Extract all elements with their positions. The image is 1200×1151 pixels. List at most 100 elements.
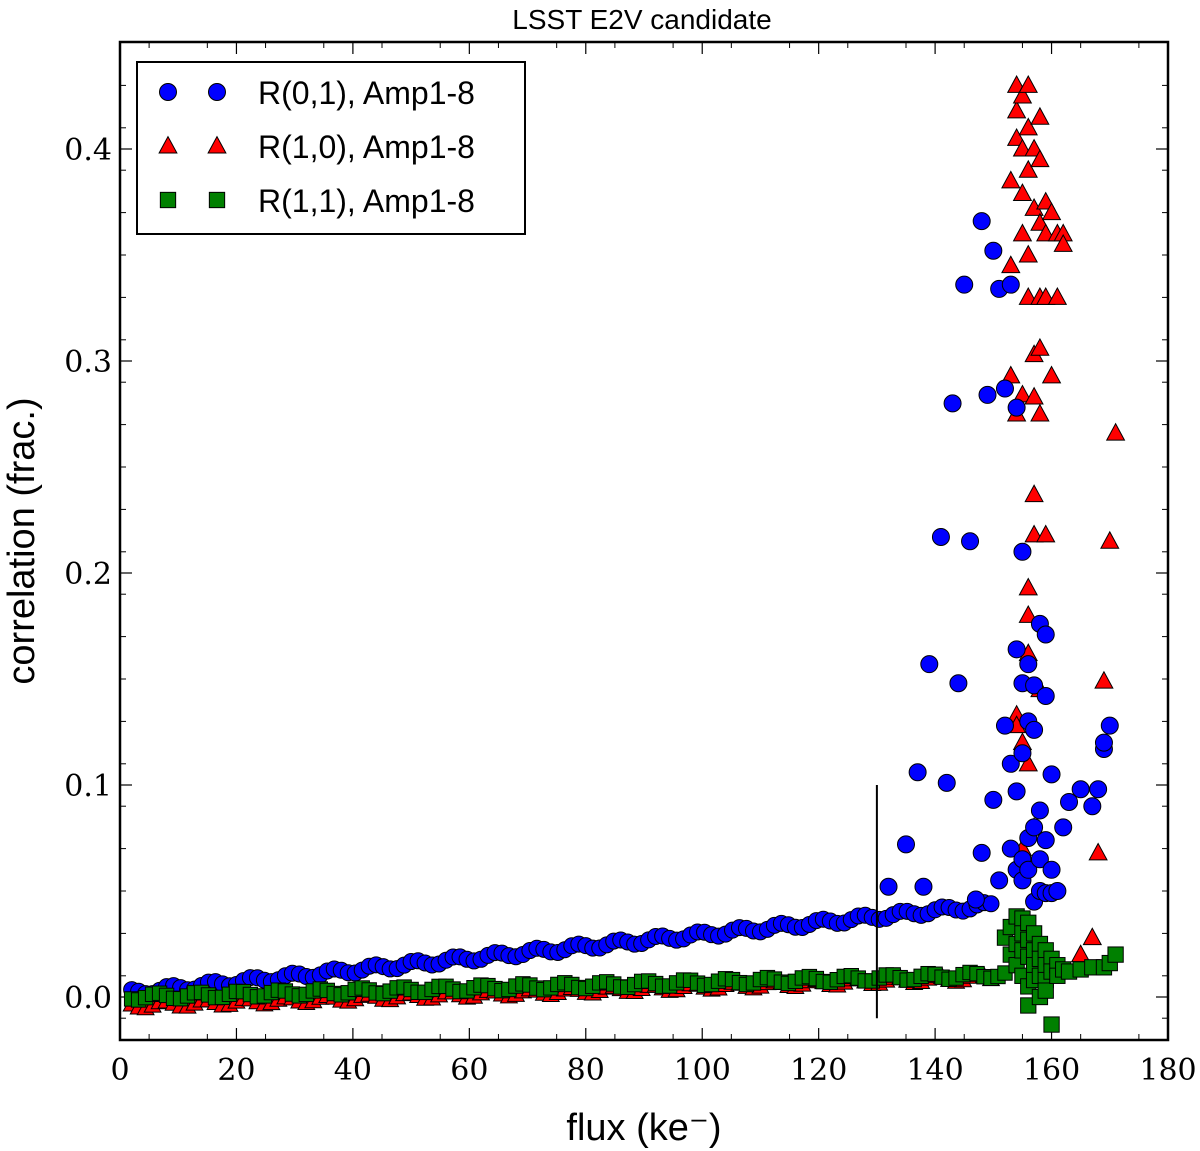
plot-area-frame — [118, 40, 1170, 1042]
y-tick-label: 0.2 — [64, 557, 112, 592]
data-point-circle — [943, 394, 962, 413]
legend-marker-triangle — [158, 135, 178, 154]
data-point-square — [1043, 1016, 1060, 1033]
data-point-circle — [978, 385, 997, 404]
data-point-triangle — [1024, 386, 1044, 405]
data-point-circle — [961, 532, 980, 551]
data-point-triangle — [1070, 944, 1091, 963]
legend-marker-triangle — [207, 135, 227, 154]
data-point-circle — [1054, 818, 1073, 837]
x-tick-label: 60 — [450, 1053, 488, 1088]
data-point-circle — [1001, 839, 1020, 858]
data-point-circle — [937, 773, 956, 792]
data-point-triangle — [1012, 223, 1033, 242]
data-point-triangle — [1082, 927, 1103, 946]
data-point-circle — [984, 790, 1003, 809]
data-point-triangle — [1012, 183, 1033, 202]
data-point-circle — [990, 871, 1009, 890]
legend-marker-square — [159, 191, 177, 209]
legend-label: R(1,1), Amp1-8 — [258, 183, 475, 219]
data-point-circle — [1036, 625, 1055, 644]
data-point-triangle — [1030, 106, 1050, 125]
data-point-circle — [1100, 716, 1119, 735]
data-point-circle — [1025, 818, 1044, 837]
data-point-circle — [1007, 782, 1026, 801]
x-tick-label: 120 — [790, 1053, 847, 1088]
x-tick-label: 180 — [1139, 1053, 1196, 1088]
data-point-triangle — [1100, 530, 1120, 549]
data-point-circle — [966, 890, 985, 909]
y-tick-label: 0.3 — [64, 345, 112, 380]
data-point-triangle — [1041, 365, 1062, 384]
data-point-triangle — [1094, 670, 1114, 689]
legend-label: R(0,1), Amp1-8 — [258, 75, 475, 111]
data-point-circle — [1083, 797, 1102, 816]
data-point-triangle — [1030, 337, 1050, 356]
data-point-triangle — [1018, 605, 1038, 623]
data-point-triangle — [1030, 149, 1050, 168]
data-point-square — [1037, 982, 1054, 999]
data-point-circle — [920, 655, 939, 674]
data-point-triangle — [1053, 234, 1073, 252]
x-tick-label: 140 — [906, 1053, 963, 1088]
data-point-circle — [1048, 882, 1067, 900]
data-point-triangle — [1105, 422, 1126, 441]
data-point-circle — [1030, 850, 1049, 869]
data-point-triangle — [1030, 403, 1050, 422]
data-point-circle — [1013, 542, 1032, 561]
data-point-circle — [879, 877, 898, 896]
data-point-circle — [949, 674, 968, 693]
data-point-triangle — [1047, 287, 1068, 305]
data-point-triangle — [1001, 170, 1021, 189]
data-point-circle — [1060, 792, 1079, 811]
legend-box — [136, 61, 526, 235]
y-tick-label: 0.1 — [64, 769, 112, 804]
data-point-circle — [1071, 780, 1090, 799]
data-point-circle — [1025, 720, 1044, 739]
data-point-circle — [1001, 275, 1020, 294]
x-tick-label: 160 — [1023, 1053, 1080, 1088]
chart-title: LSST E2V candidate — [512, 4, 771, 35]
data-point-circle — [1030, 801, 1049, 820]
trend-point-circle — [982, 895, 1000, 913]
data-point-circle — [1007, 640, 1026, 659]
x-axis-label: flux (ke⁻) — [566, 1107, 721, 1149]
x-tick-label: 80 — [567, 1053, 605, 1088]
data-point-circle — [908, 763, 927, 782]
data-point-circle — [914, 877, 933, 896]
data-point-circle — [931, 527, 950, 546]
data-point-triangle — [1041, 202, 1062, 221]
scatter-points — [879, 75, 1126, 1033]
data-point-triangle — [1018, 159, 1038, 178]
x-tick-label: 0 — [110, 1053, 129, 1088]
data-point-circle — [1025, 676, 1044, 695]
y-tick-label: 0.4 — [64, 133, 112, 168]
data-point-circle — [1089, 780, 1108, 799]
x-tick-label: 40 — [334, 1053, 372, 1088]
data-point-circle — [995, 716, 1014, 735]
data-point-circle — [897, 835, 915, 854]
y-axis-label: correlation (frac.) — [1, 397, 43, 684]
data-point-circle — [984, 241, 1003, 260]
data-point-triangle — [1018, 753, 1038, 772]
data-point-triangle — [1012, 85, 1033, 104]
legend-marker-circle — [208, 83, 226, 101]
data-point-circle — [995, 379, 1014, 398]
data-point-circle — [1036, 831, 1055, 850]
data-point-circle — [1019, 655, 1038, 674]
data-point-triangle — [1018, 244, 1038, 263]
data-point-triangle — [1018, 577, 1038, 596]
data-point-triangle — [1006, 100, 1027, 119]
data-point-triangle — [1018, 75, 1038, 93]
data-point-circle — [1019, 860, 1038, 879]
data-point-circle — [972, 212, 991, 231]
legend-label: R(1,0), Amp1-8 — [258, 129, 475, 165]
data-point-circle — [1042, 765, 1061, 784]
data-point-circle — [972, 843, 991, 862]
data-point-square — [1107, 946, 1124, 963]
data-point-triangle — [1018, 117, 1038, 136]
legend: R(0,1), Amp1-8 R(1,0), Amp1-8 R(1,1), Amp1… — [136, 61, 526, 235]
data-point-circle — [1036, 686, 1055, 705]
trend-points — [122, 894, 1013, 1016]
